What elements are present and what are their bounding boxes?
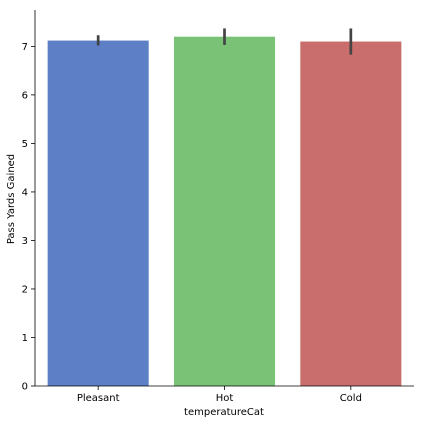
y-tick-label: 1 — [22, 333, 28, 344]
y-tick-label: 6 — [22, 90, 28, 101]
x-axis-label: temperatureCat — [184, 407, 264, 418]
x-tick-label-hot: Hot — [216, 393, 234, 404]
x-tick-label-pleasant: Pleasant — [77, 393, 120, 404]
bar-hot — [173, 36, 276, 387]
y-tick-label: 3 — [22, 236, 28, 247]
bars-group — [47, 36, 402, 387]
y-axis-label: Pass Yards Gained — [6, 154, 17, 244]
y-tick-label: 2 — [22, 284, 28, 295]
x-axis-ticks: Pleasant Hot Cold — [77, 386, 362, 404]
y-tick-label: 0 — [22, 382, 28, 393]
bar-pleasant — [47, 40, 149, 387]
y-tick-label: 5 — [22, 139, 28, 150]
bar-cold — [300, 41, 402, 386]
y-tick-label: 7 — [22, 42, 28, 53]
error-bars-group — [96, 28, 353, 55]
y-tick-label: 4 — [22, 187, 28, 198]
x-tick-label-cold: Cold — [340, 393, 362, 404]
y-axis-ticks: 0 1 2 3 4 5 6 7 — [22, 42, 35, 393]
